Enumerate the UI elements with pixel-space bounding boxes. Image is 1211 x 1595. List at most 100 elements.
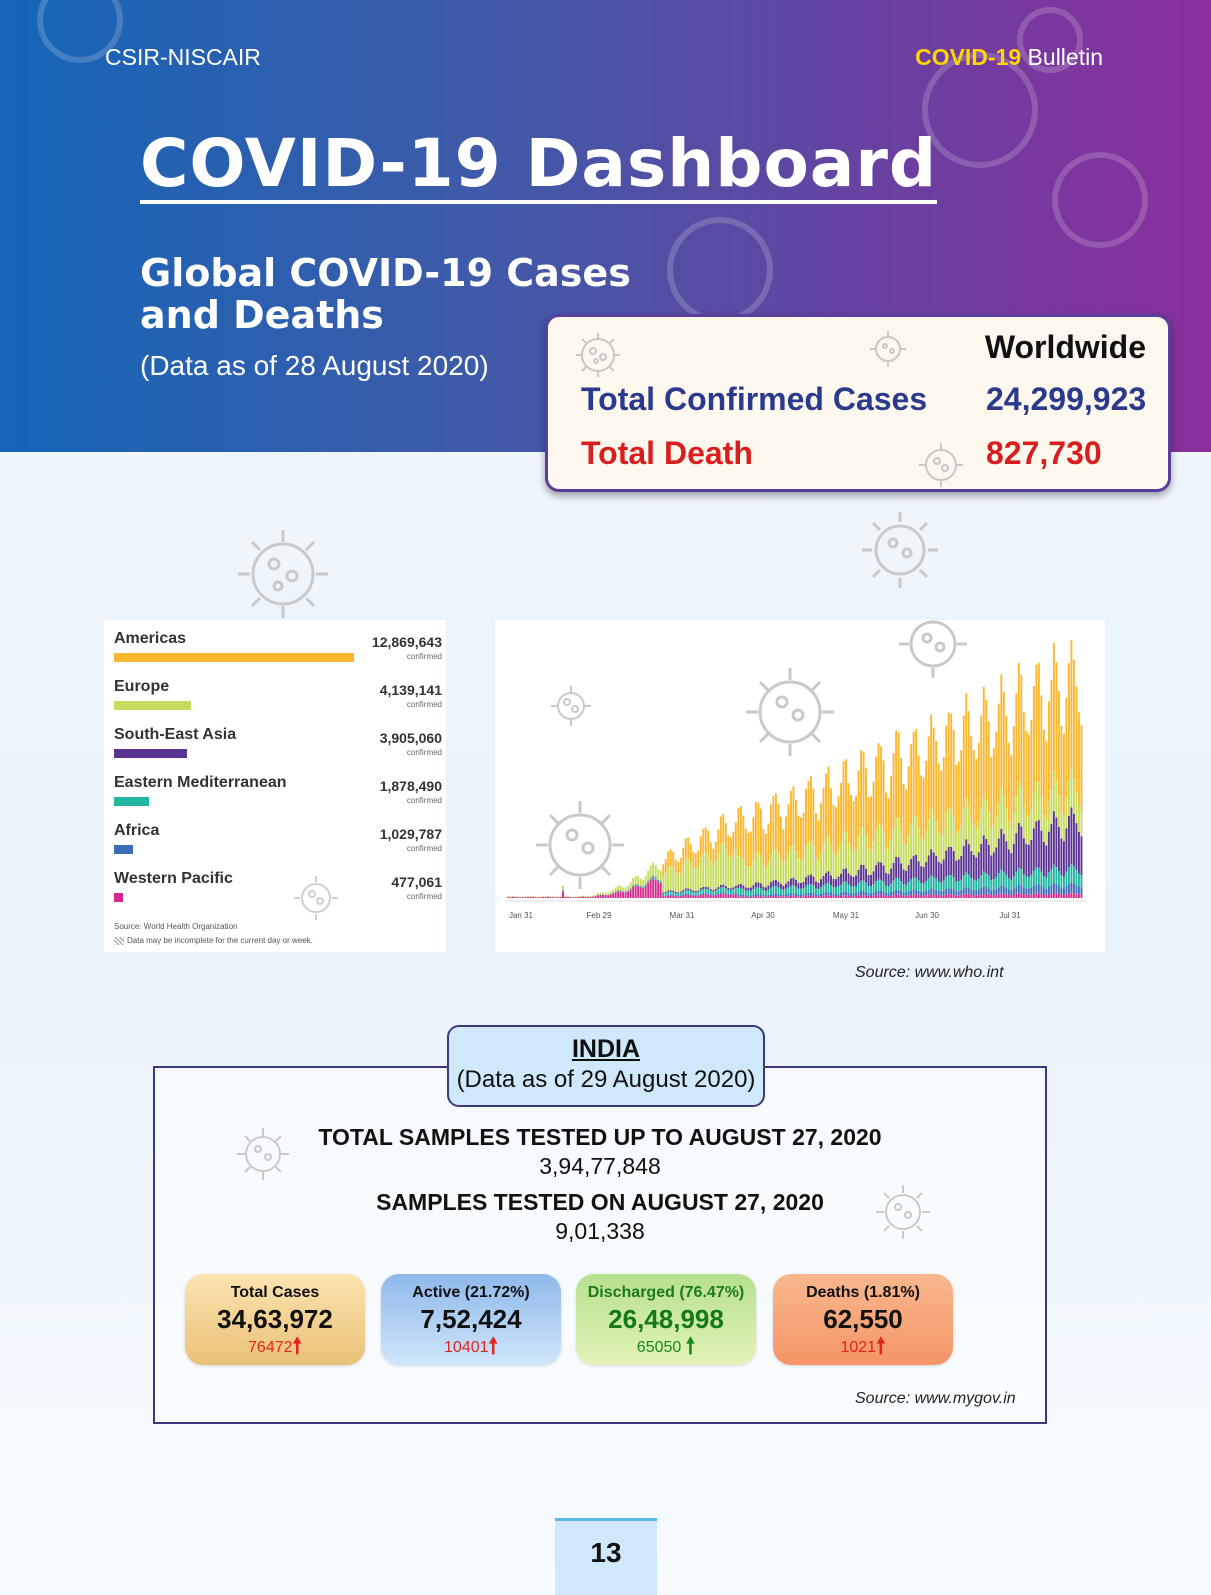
bar-segment — [752, 896, 755, 898]
india-title: INDIA — [571, 1035, 641, 1063]
bar-segment — [552, 897, 554, 898]
bar-segment — [1015, 893, 1018, 898]
bar-segment — [514, 896, 517, 898]
bar-segment — [802, 894, 805, 897]
bar-segment — [669, 894, 672, 896]
bar-segment — [862, 827, 865, 866]
bar-segment — [1025, 843, 1028, 877]
bar-segment — [952, 894, 955, 898]
bar-segment — [800, 882, 802, 889]
bar-segment — [1025, 894, 1028, 898]
bar-segment — [702, 889, 705, 894]
bar-segment — [1055, 893, 1058, 898]
bar-segment — [925, 831, 928, 863]
bar-segment — [825, 883, 827, 893]
bar-segment — [747, 895, 750, 897]
bar-segment — [632, 887, 635, 898]
bar-segment — [762, 886, 765, 891]
bar-segment — [754, 852, 757, 883]
region-source: Source: World Health Organization — [114, 922, 238, 931]
bar-segment — [734, 822, 737, 849]
bar-segment — [805, 885, 807, 894]
stacked-bars — [507, 640, 1083, 898]
stat-label: Total Cases — [230, 1284, 320, 1301]
bar-segment — [652, 862, 655, 876]
bar-segment — [682, 847, 685, 865]
bar-segment — [777, 853, 780, 882]
bar-segment — [1002, 691, 1005, 797]
virus-icon — [919, 443, 963, 487]
bar-segment — [1037, 884, 1040, 894]
region-row-western-pacific: Western Pacific 477,061 confirmed — [114, 870, 444, 918]
bar-segment — [985, 800, 988, 839]
bar-segment — [1017, 823, 1020, 868]
bar-segment — [772, 849, 775, 881]
bar-segment — [990, 880, 993, 891]
bar-segment — [732, 893, 735, 895]
bar-segment — [847, 892, 850, 896]
bar-segment — [682, 891, 685, 895]
bar-segment — [647, 870, 650, 882]
bar-segment — [689, 862, 692, 890]
bar-segment — [950, 846, 953, 876]
bar-segment — [689, 844, 692, 863]
arrow-up-icon: 🠕 — [292, 1333, 302, 1358]
bar-segment — [995, 816, 998, 848]
bar-segment — [857, 895, 860, 898]
bar-segment — [769, 887, 772, 895]
bar-segment — [714, 894, 717, 896]
bar-segment — [892, 862, 895, 881]
region-sub: confirmed — [406, 700, 442, 709]
bar-segment — [857, 882, 860, 892]
bar-segment — [1002, 834, 1005, 872]
org-name: CSIR-NISCAIR — [105, 44, 261, 70]
bar-segment — [1035, 867, 1038, 885]
bar-segment — [812, 895, 815, 898]
bar-segment — [677, 895, 680, 897]
bar-segment — [1002, 871, 1005, 887]
bar-segment — [684, 888, 687, 891]
bar-segment — [727, 889, 730, 894]
bar-segment — [664, 896, 667, 898]
bar-segment — [987, 894, 990, 898]
bar-segment — [762, 865, 765, 887]
bar-segment — [1077, 873, 1080, 887]
bar-segment — [1007, 821, 1010, 850]
region-sub: confirmed — [406, 652, 442, 661]
bar-segment — [1042, 894, 1045, 898]
bar-segment — [1060, 887, 1063, 895]
bar-segment — [552, 896, 554, 898]
bar-segment — [644, 884, 647, 886]
bar-segment — [980, 887, 983, 895]
bar-segment — [744, 887, 747, 891]
bar-segment — [764, 895, 767, 897]
bar-segment — [980, 808, 983, 844]
bar-segment — [789, 790, 792, 848]
bar-segment — [1057, 691, 1060, 795]
bar-segment — [982, 871, 985, 887]
bar-segment — [850, 893, 852, 896]
bar-segment — [564, 895, 567, 897]
daily-samples-value: 9,01,338 — [555, 1218, 645, 1244]
bar-segment — [817, 882, 820, 890]
bar-segment — [1075, 823, 1078, 870]
bar-segment — [1052, 892, 1055, 898]
bar-segment — [897, 732, 900, 818]
bar-segment — [857, 869, 860, 883]
bar-segment — [970, 894, 973, 898]
bar-segment — [694, 894, 697, 896]
bar-segment — [509, 896, 512, 898]
bar-segment — [902, 869, 905, 885]
bar-segment — [1002, 886, 1005, 894]
bar-segment — [1075, 792, 1078, 824]
bar-segment — [714, 841, 717, 861]
bar-segment — [527, 896, 529, 897]
bar-segment — [792, 895, 795, 898]
bar-segment — [719, 887, 722, 893]
bar-segment — [632, 878, 635, 886]
bar-segment — [1027, 876, 1030, 889]
bar-segment — [757, 896, 760, 898]
bar-segment — [699, 889, 702, 894]
bar-segment — [955, 881, 958, 891]
bar-segment — [722, 893, 725, 898]
